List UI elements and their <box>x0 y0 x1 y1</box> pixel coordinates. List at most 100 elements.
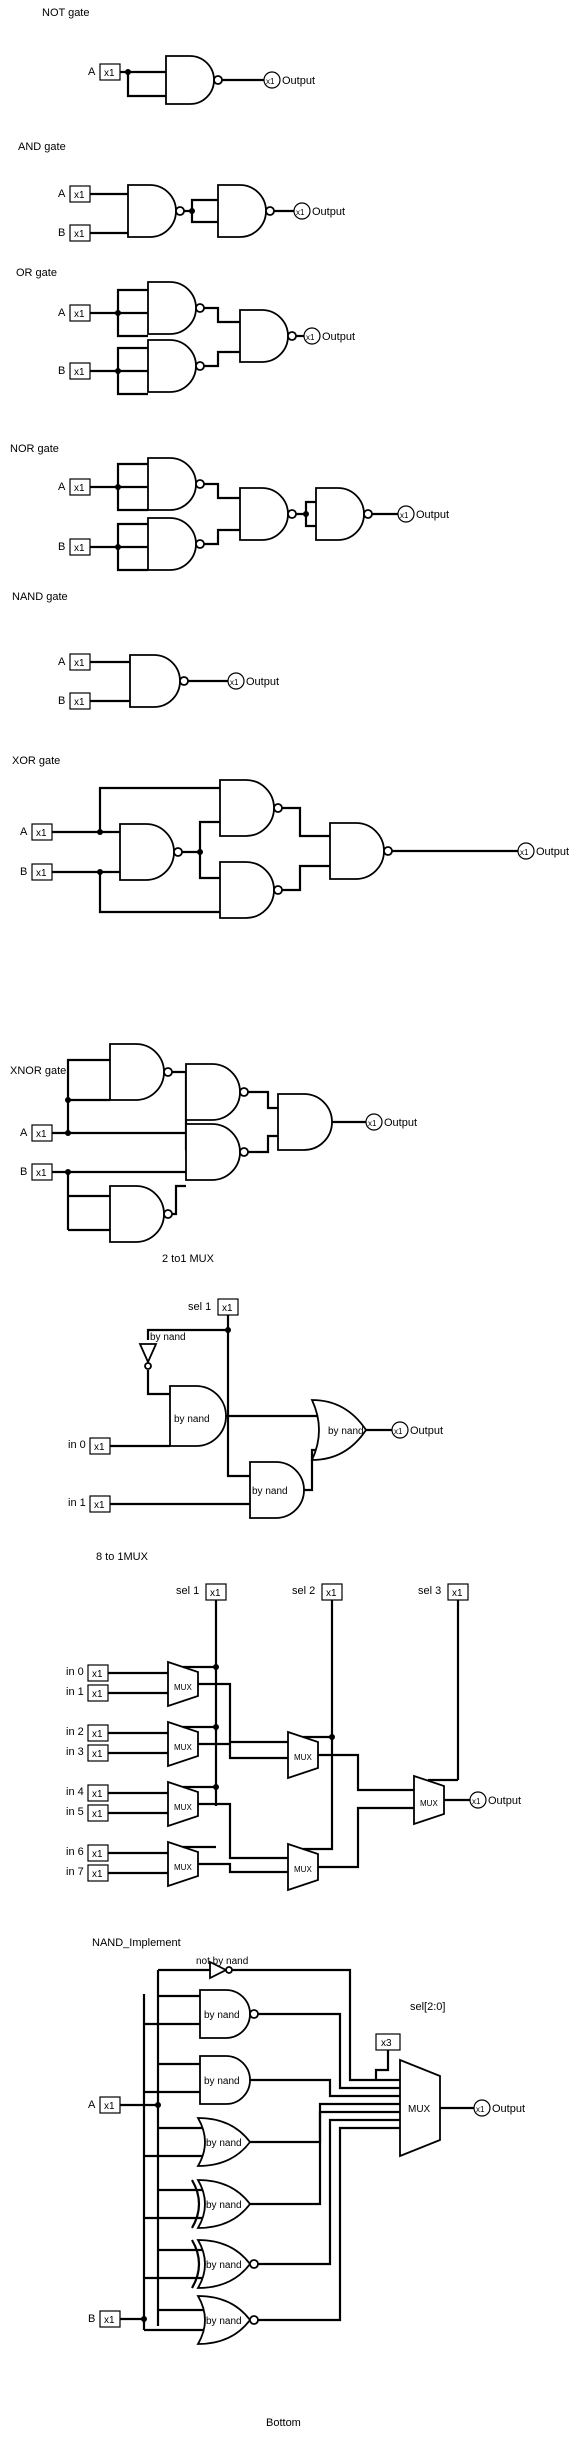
svg-text:sel 2: sel 2 <box>292 1585 315 1597</box>
and-gate[interactable] <box>169 1385 227 1447</box>
nand-gate[interactable] <box>147 281 197 335</box>
output-pin[interactable] <box>263 71 281 89</box>
svg-text:Output: Output <box>384 1117 417 1129</box>
mux-2to1[interactable] <box>287 1842 319 1892</box>
svg-text:in 1: in 1 <box>66 1686 84 1698</box>
xnor-gate-section: XNOR gate A x1 B x1 x1 Output <box>10 1043 417 1243</box>
nand-gate[interactable] <box>127 184 177 238</box>
input-label-in1: in 1 <box>68 1497 86 1509</box>
section-title-and: AND gate <box>18 141 66 153</box>
output-pin[interactable] <box>365 1113 383 1131</box>
svg-text:x1: x1 <box>104 2101 115 2112</box>
nand-gate[interactable] <box>109 1043 165 1101</box>
nand-gate[interactable] <box>119 823 175 881</box>
nand-gate[interactable] <box>147 457 197 511</box>
svg-text:x1: x1 <box>92 1669 103 1680</box>
svg-text:by nand: by nand <box>206 2316 242 2327</box>
bottom-label: Bottom <box>266 2417 301 2429</box>
svg-text:x1: x1 <box>92 1789 103 1800</box>
nand-gate[interactable] <box>219 779 275 837</box>
svg-text:MUX: MUX <box>408 2104 431 2115</box>
svg-text:by nand: by nand <box>252 1486 288 1497</box>
nand-gate[interactable] <box>219 861 275 919</box>
svg-text:B: B <box>58 365 65 377</box>
svg-text:x1: x1 <box>394 1427 403 1436</box>
output-pin[interactable] <box>473 2099 491 2117</box>
not-gate[interactable] <box>138 1343 158 1365</box>
svg-text:x1: x1 <box>94 1442 105 1453</box>
input-label-a: A <box>58 188 66 200</box>
section-title-or: OR gate <box>16 267 57 279</box>
svg-text:B: B <box>58 541 65 553</box>
svg-text:Output: Output <box>246 676 279 688</box>
nand-gate[interactable] <box>217 184 267 238</box>
svg-text:x1: x1 <box>368 1119 377 1128</box>
nand-gate[interactable] <box>185 1123 241 1181</box>
mux-2to1[interactable] <box>413 1774 445 1826</box>
and-gate-section: AND gate A x1 B x1 x1 Output <box>18 141 345 242</box>
nand-gate[interactable] <box>277 1093 333 1151</box>
svg-text:in 4: in 4 <box>66 1786 84 1798</box>
svg-text:x1: x1 <box>266 77 275 86</box>
nand-gate[interactable] <box>165 55 215 105</box>
or-gate[interactable] <box>196 2117 252 2167</box>
section-title-mux8: 8 to 1MUX <box>96 1551 149 1563</box>
nand-gate[interactable] <box>147 517 197 571</box>
svg-text:in 3: in 3 <box>66 1746 84 1758</box>
nand-gate[interactable] <box>239 487 289 541</box>
svg-text:x1: x1 <box>92 1729 103 1740</box>
xnor-gate[interactable] <box>196 2239 252 2289</box>
output-pin[interactable] <box>227 672 245 690</box>
svg-text:x1: x1 <box>92 1749 103 1760</box>
nand-gate[interactable] <box>329 822 385 880</box>
svg-text:A: A <box>20 826 28 838</box>
svg-text:by nand: by nand <box>206 2138 242 2149</box>
mux-8to1[interactable] <box>399 2058 441 2158</box>
svg-text:x1: x1 <box>74 309 85 320</box>
pin-width: x1 <box>104 68 115 79</box>
and-gate[interactable] <box>199 2055 251 2105</box>
nand-gate[interactable] <box>185 1063 241 1121</box>
nor-gate[interactable] <box>196 2295 252 2345</box>
svg-text:by nand: by nand <box>204 2076 240 2087</box>
svg-text:by nand: by nand <box>206 2260 242 2271</box>
mux-2to1[interactable] <box>167 1840 199 1888</box>
and-gate[interactable] <box>249 1461 305 1519</box>
mux-2to1[interactable] <box>167 1660 199 1708</box>
output-pin[interactable] <box>303 327 321 345</box>
svg-text:x1: x1 <box>104 2315 115 2326</box>
nand-gate[interactable] <box>109 1185 165 1243</box>
output-pin[interactable] <box>469 1791 487 1809</box>
svg-text:x1: x1 <box>74 697 85 708</box>
xor-gate[interactable] <box>196 2179 252 2229</box>
svg-text:Output: Output <box>322 331 355 343</box>
output-pin[interactable] <box>397 505 415 523</box>
svg-text:MUX: MUX <box>174 1743 192 1752</box>
not-gate[interactable] <box>209 1960 229 1980</box>
output-pin[interactable] <box>517 842 535 860</box>
svg-text:x1: x1 <box>36 828 47 839</box>
mux-2to1[interactable] <box>167 1720 199 1768</box>
svg-text:x1: x1 <box>36 1129 47 1140</box>
svg-text:Output: Output <box>488 1795 521 1807</box>
nand-gate[interactable] <box>129 654 181 708</box>
svg-text:B: B <box>20 866 27 878</box>
output-pin[interactable] <box>293 202 311 220</box>
svg-text:not by nand: not by nand <box>196 1956 248 1967</box>
input-label-a: A <box>88 66 96 78</box>
nand-gate[interactable] <box>315 487 365 541</box>
nand-gate[interactable] <box>239 309 289 363</box>
svg-text:A: A <box>58 307 66 319</box>
svg-text:by nand: by nand <box>204 2010 240 2021</box>
svg-text:x1: x1 <box>452 1588 463 1599</box>
mux-2to1[interactable] <box>167 1780 199 1828</box>
mux-2to1[interactable] <box>287 1730 319 1780</box>
svg-text:in 5: in 5 <box>66 1806 84 1818</box>
or-gate[interactable] <box>310 1399 368 1461</box>
svg-text:x1: x1 <box>92 1849 103 1860</box>
nand-gate[interactable] <box>147 339 197 393</box>
svg-text:x1: x1 <box>520 848 529 857</box>
svg-text:x1: x1 <box>472 1797 481 1806</box>
output-pin[interactable] <box>391 1421 409 1439</box>
svg-text:in 2: in 2 <box>66 1726 84 1738</box>
